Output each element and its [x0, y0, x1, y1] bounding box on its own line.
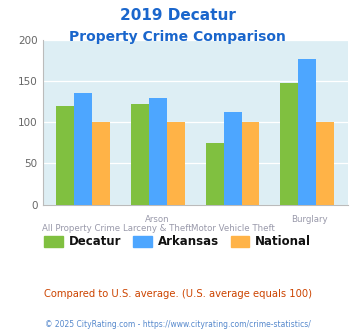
- Bar: [92, 122, 110, 205]
- Legend: Decatur, Arkansas, National: Decatur, Arkansas, National: [39, 231, 316, 253]
- Text: Motor Vehicle Theft: Motor Vehicle Theft: [191, 224, 275, 233]
- Text: All Property Crime: All Property Crime: [42, 224, 120, 233]
- Text: Compared to U.S. average. (U.S. average equals 100): Compared to U.S. average. (U.S. average …: [44, 289, 311, 299]
- Bar: [298, 59, 316, 205]
- Bar: [241, 122, 260, 205]
- Bar: [131, 104, 149, 205]
- Text: Burglary: Burglary: [291, 214, 328, 223]
- Bar: [280, 82, 298, 205]
- Text: © 2025 CityRating.com - https://www.cityrating.com/crime-statistics/: © 2025 CityRating.com - https://www.city…: [45, 320, 310, 329]
- Text: Larceny & Theft: Larceny & Theft: [123, 224, 191, 233]
- Bar: [316, 122, 334, 205]
- Bar: [206, 143, 224, 205]
- Bar: [56, 106, 75, 205]
- Text: Arson: Arson: [145, 214, 169, 223]
- Bar: [224, 112, 241, 205]
- Text: Property Crime Comparison: Property Crime Comparison: [69, 30, 286, 44]
- Text: 2019 Decatur: 2019 Decatur: [120, 8, 235, 23]
- Bar: [75, 93, 92, 205]
- Bar: [149, 98, 167, 205]
- Bar: [167, 122, 185, 205]
